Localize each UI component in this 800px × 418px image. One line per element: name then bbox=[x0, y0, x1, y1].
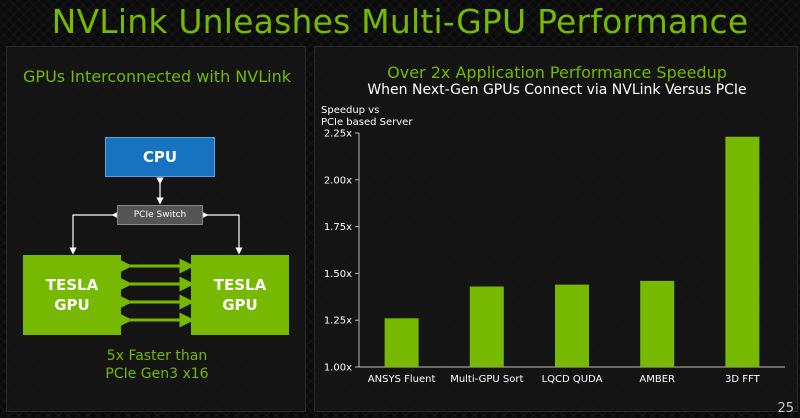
speed-note-line1: 5x Faster than bbox=[106, 348, 208, 364]
bar bbox=[640, 280, 675, 367]
chart-title: Over 2x Application Performance Speedup bbox=[387, 63, 727, 82]
y-tick-label: 2.00x bbox=[324, 175, 352, 186]
gpu-right-line2: GPU bbox=[222, 296, 258, 314]
gpu-left-line2: GPU bbox=[54, 296, 90, 314]
y-tick-label: 1.00x bbox=[324, 363, 352, 374]
x-tick-label: LQCD QUDA bbox=[542, 374, 603, 385]
x-tick-label: AMBER bbox=[639, 374, 675, 385]
gpu-right-line1: TESLA bbox=[213, 276, 267, 294]
bar bbox=[725, 136, 760, 367]
gpu-left-line1: TESLA bbox=[45, 276, 99, 294]
y-caption-line2: PCIe based Server bbox=[321, 117, 413, 128]
interconnect-title: GPUs Interconnected with NVLink bbox=[23, 67, 291, 86]
tesla-gpu-left: TESLA GPU bbox=[23, 255, 121, 335]
x-tick-label: ANSYS Fluent bbox=[368, 374, 436, 385]
cpu-box: CPU bbox=[105, 137, 215, 177]
speedup-chart-panel: Over 2x Application Performance Speedup … bbox=[314, 46, 798, 412]
y-tick-label: 1.25x bbox=[324, 316, 352, 327]
switch-gpu-right-link bbox=[201, 211, 243, 255]
y-tick-label: 1.50x bbox=[324, 269, 352, 280]
y-tick-label: 1.75x bbox=[324, 222, 352, 233]
speed-note-line2: PCIe Gen3 x16 bbox=[105, 366, 209, 382]
y-caption-line1: Speedup vs bbox=[321, 105, 380, 116]
x-tick-label: 3D FFT bbox=[725, 374, 761, 385]
page-number: 25 bbox=[777, 401, 794, 416]
speedup-bar-chart: 1.00x 1.25x 1.50x 1.75x 2.00x 2.25x ANSYS Flue… bbox=[324, 129, 785, 385]
interconnect-panel: GPUs Interconnected with NVLink CPU PCIe… bbox=[6, 46, 306, 412]
nvlink-arrows bbox=[117, 258, 195, 328]
bar bbox=[555, 284, 589, 367]
bar bbox=[384, 318, 419, 367]
connector-lines bbox=[69, 177, 243, 328]
bar bbox=[469, 286, 504, 367]
switch-gpu-left-link bbox=[69, 211, 119, 255]
slide-title: NVLink Unleashes Multi-GPU Performance bbox=[51, 2, 749, 41]
tesla-gpu-right: TESLA GPU bbox=[191, 255, 289, 335]
y-tick-label: 2.25x bbox=[324, 129, 352, 140]
nvlink-speed-note: 5x Faster than PCIe Gen3 x16 bbox=[7, 347, 307, 383]
chart-subtitle: When Next-Gen GPUs Connect via NVLink Ve… bbox=[367, 82, 747, 98]
x-tick-label: Multi-GPU Sort bbox=[450, 374, 523, 385]
pcie-switch-box: PCIe Switch bbox=[117, 205, 203, 225]
y-axis-caption: Speedup vs PCIe based Server bbox=[321, 105, 412, 129]
